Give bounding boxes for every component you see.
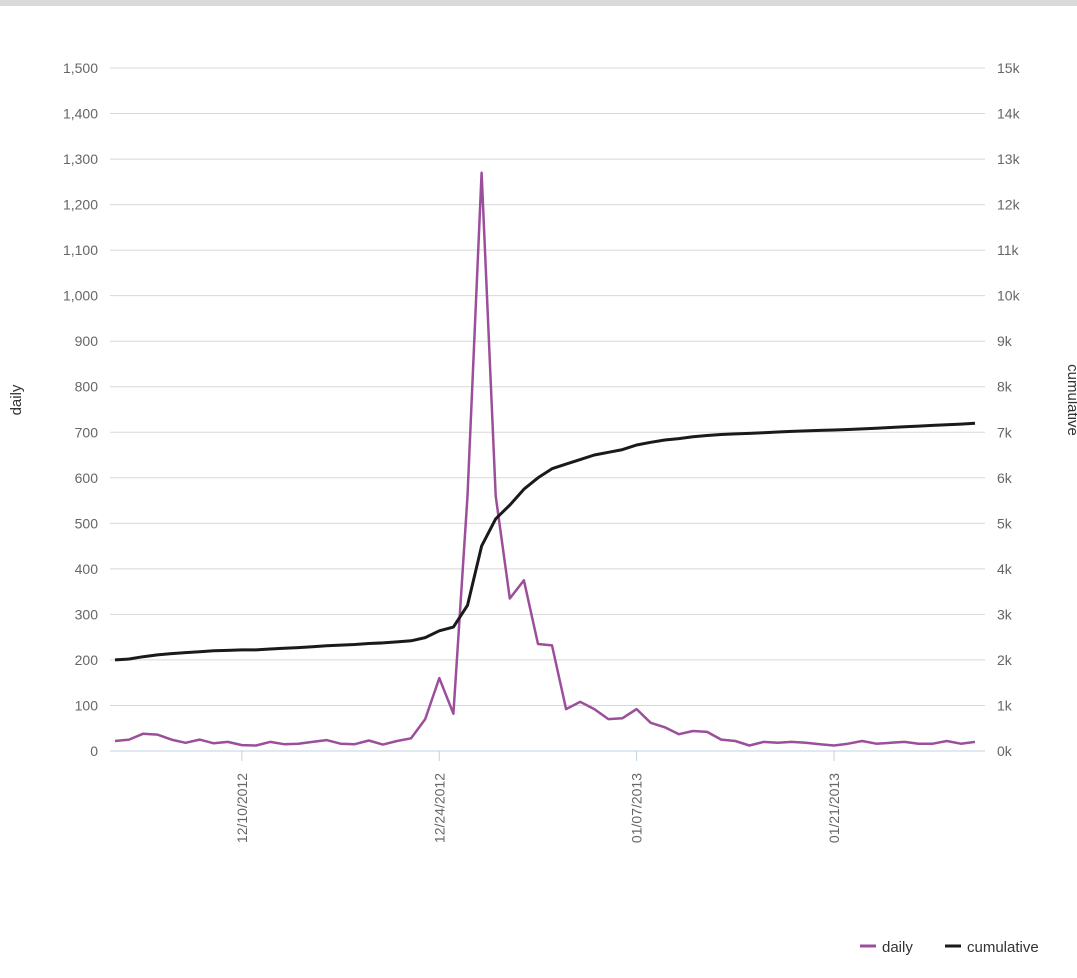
right-axis-ticks: 0k 1k 2k 3k 4k 5k 6k 7k 8k 9k 10k 11k 12k 13k 14k 15k [997, 60, 1021, 759]
left-axis-title: daily [8, 384, 25, 415]
right-tick-label: 1k [997, 697, 1013, 713]
x-axis-ticks: 12/10/2012 12/24/2012 01/07/2013 01/21/2013 [234, 751, 842, 843]
legend-daily-label: daily [882, 939, 913, 956]
left-tick-label: 1,000 [63, 288, 98, 304]
right-tick-label: 4k [997, 561, 1013, 577]
right-tick-label: 0k [997, 743, 1013, 759]
right-tick-label: 2k [997, 652, 1013, 668]
left-tick-label: 500 [75, 515, 99, 531]
legend-cumulative-label: cumulative [967, 939, 1039, 956]
left-tick-label: 1,300 [63, 151, 98, 167]
series-line-cumulative [115, 423, 975, 660]
right-tick-label: 6k [997, 470, 1013, 486]
legend-item-daily[interactable]: daily [860, 939, 913, 956]
x-tick-label: 12/10/2012 [234, 773, 250, 843]
left-tick-label: 1,200 [63, 197, 98, 213]
left-tick-label: 1,100 [63, 242, 98, 258]
left-tick-label: 800 [75, 379, 99, 395]
right-tick-label: 13k [997, 151, 1021, 167]
left-axis-ticks: 0 100 200 300 400 500 600 700 800 900 1,000 1,100 1,… [63, 60, 98, 759]
right-tick-label: 3k [997, 606, 1013, 622]
right-tick-label: 9k [997, 333, 1013, 349]
left-tick-label: 300 [75, 606, 99, 622]
right-tick-label: 14k [997, 106, 1021, 122]
x-tick-label: 01/21/2013 [826, 773, 842, 843]
right-tick-label: 10k [997, 288, 1021, 304]
left-tick-label: 900 [75, 333, 99, 349]
left-tick-label: 0 [90, 743, 98, 759]
left-tick-label: 100 [75, 697, 99, 713]
left-tick-label: 200 [75, 652, 99, 668]
right-axis-title: cumulative [1064, 364, 1077, 436]
left-tick-label: 1,500 [63, 60, 98, 76]
left-tick-label: 700 [75, 424, 99, 440]
right-tick-label: 5k [997, 515, 1013, 531]
x-tick-label: 01/07/2013 [629, 773, 645, 843]
right-tick-label: 12k [997, 197, 1021, 213]
left-tick-label: 600 [75, 470, 99, 486]
x-tick-label: 12/24/2012 [431, 773, 447, 843]
right-tick-label: 7k [997, 424, 1013, 440]
right-tick-label: 8k [997, 379, 1013, 395]
legend-item-cumulative[interactable]: cumulative [945, 939, 1039, 956]
right-tick-label: 11k [997, 242, 1020, 258]
left-tick-label: 1,400 [63, 106, 98, 122]
left-tick-label: 400 [75, 561, 99, 577]
legend[interactable]: daily cumulative [860, 939, 1039, 956]
right-tick-label: 15k [997, 60, 1021, 76]
